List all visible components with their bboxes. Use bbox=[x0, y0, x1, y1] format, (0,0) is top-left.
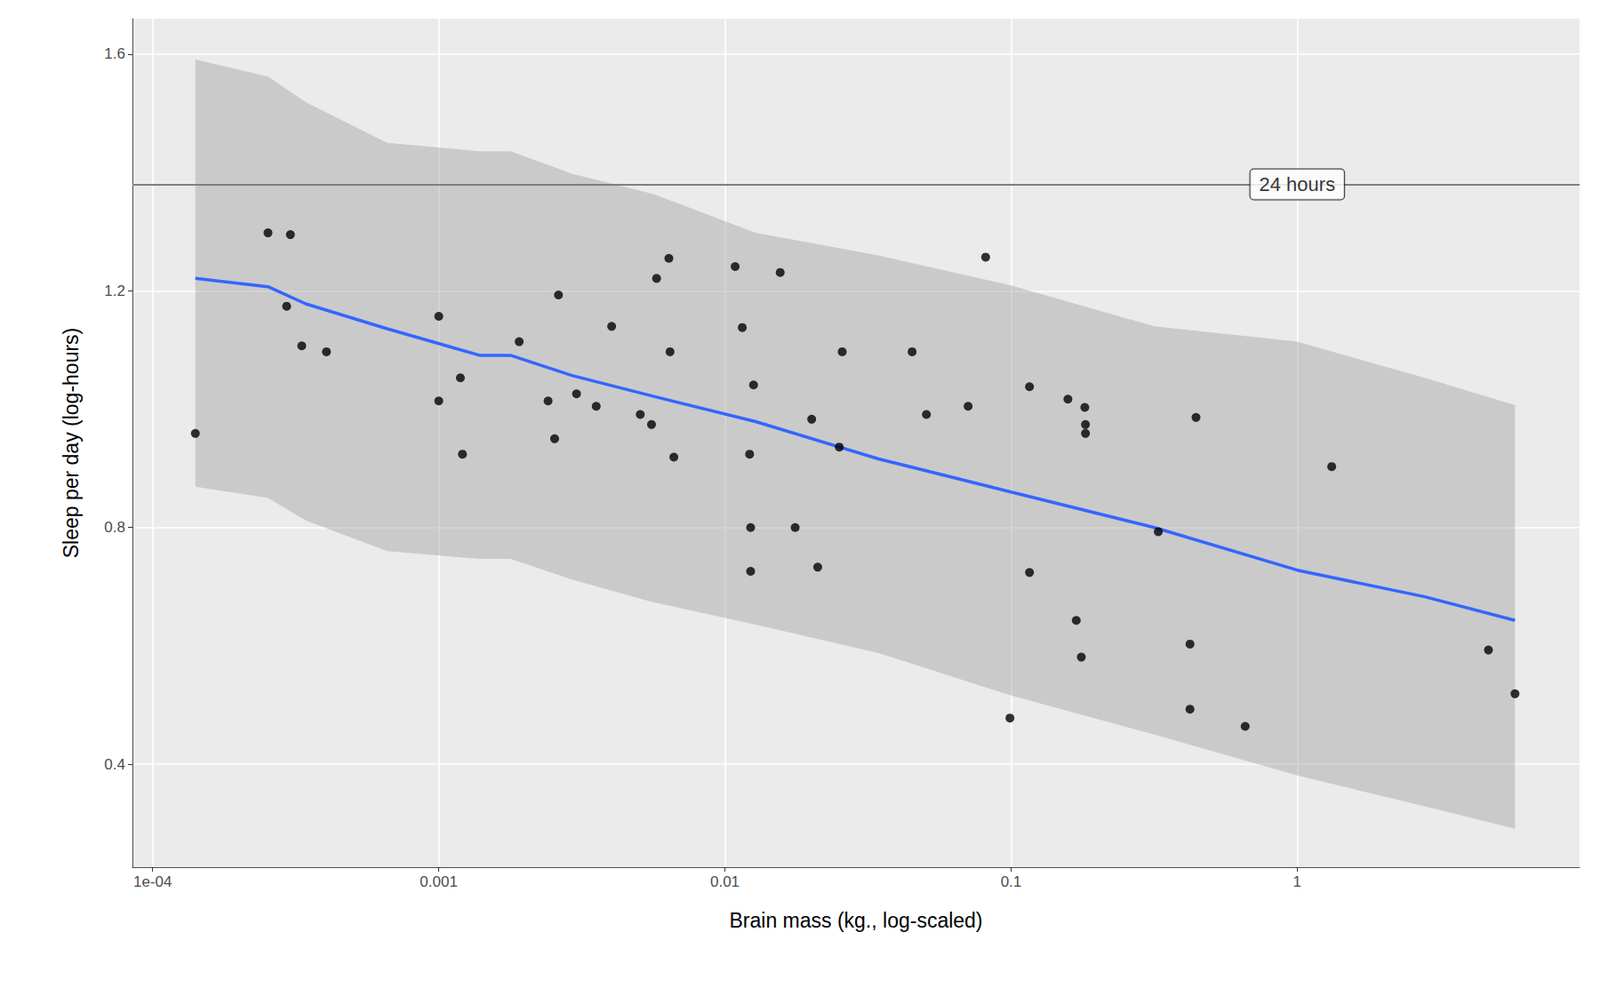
svg-text:Brain mass (kg., log-scaled): Brain mass (kg., log-scaled) bbox=[728, 909, 983, 933]
svg-text:24 hours: 24 hours bbox=[1259, 173, 1336, 196]
svg-text:1: 1 bbox=[1293, 873, 1302, 891]
svg-text:0.1: 0.1 bbox=[1000, 873, 1023, 891]
svg-text:1.6: 1.6 bbox=[104, 45, 126, 63]
svg-text:0.8: 0.8 bbox=[104, 519, 126, 536]
svg-text:1.2: 1.2 bbox=[104, 282, 126, 300]
svg-text:0.001: 0.001 bbox=[419, 873, 458, 891]
svg-text:Sleep per day (log-hours): Sleep per day (log-hours) bbox=[59, 328, 83, 560]
svg-text:1e-04: 1e-04 bbox=[133, 873, 172, 891]
svg-text:0.4: 0.4 bbox=[104, 756, 126, 774]
svg-text:0.01: 0.01 bbox=[710, 873, 740, 891]
